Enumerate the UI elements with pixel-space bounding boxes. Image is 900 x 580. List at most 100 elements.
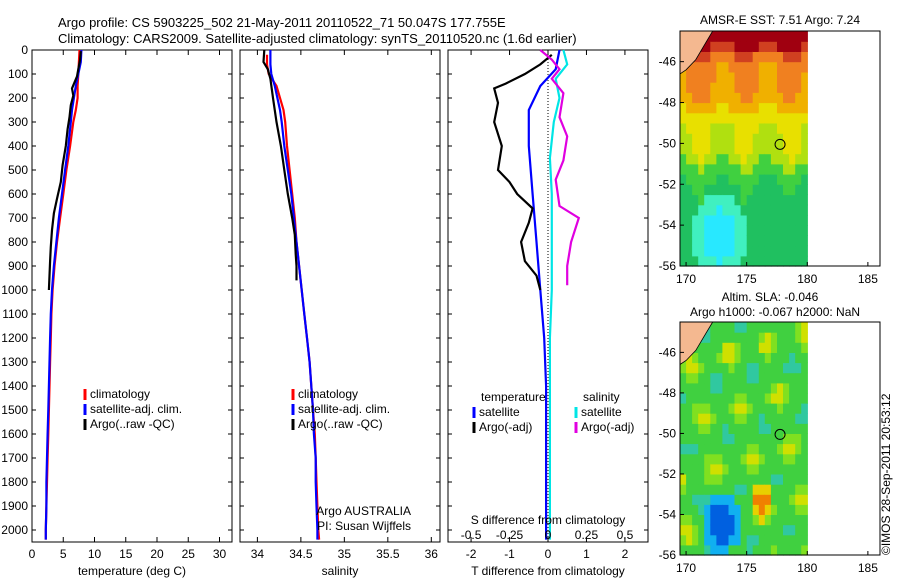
heat-cell	[758, 494, 766, 505]
heat-cell	[764, 423, 772, 434]
heat-cell	[783, 61, 790, 73]
heat-cell	[710, 342, 717, 353]
heat-cell	[758, 484, 766, 495]
heat-cell	[704, 534, 711, 546]
heat-cell	[680, 403, 687, 414]
heat-cell	[692, 204, 699, 216]
heat-cell	[722, 443, 730, 455]
heat-cell	[698, 494, 705, 505]
heat-cell	[746, 372, 754, 384]
y-tick-label: -52	[659, 467, 677, 481]
heat-cell	[770, 51, 778, 63]
heat-cell	[686, 174, 693, 185]
heat-cell	[710, 194, 717, 206]
heat-cell	[686, 245, 693, 257]
heat-cell	[728, 82, 736, 93]
heat-cell	[789, 184, 796, 196]
heat-cell	[777, 463, 784, 475]
heat-cell	[789, 534, 796, 546]
heat-cell	[680, 225, 687, 236]
heat-cell	[795, 443, 802, 455]
heat-cell	[770, 544, 778, 556]
heat-cell	[698, 413, 705, 424]
heat-cell	[692, 174, 699, 185]
heat-cell	[764, 524, 772, 536]
heat-cell	[795, 214, 802, 226]
heat-cell	[686, 71, 693, 83]
heat-cell	[783, 332, 790, 343]
heat-cell	[710, 484, 717, 495]
heat-cell	[686, 204, 693, 216]
heat-cell	[752, 245, 760, 257]
heat-cell	[698, 504, 705, 515]
heat-cell	[722, 133, 730, 144]
heat-cell	[740, 392, 748, 404]
heat-cell	[704, 133, 711, 144]
heat-cell	[789, 235, 796, 247]
heat-cell	[680, 184, 687, 196]
heat-cell	[728, 504, 736, 515]
heat-cell	[764, 474, 772, 485]
heat-cell	[716, 534, 724, 546]
heat-cell	[686, 504, 693, 515]
heat-cell	[758, 194, 766, 206]
heat-cell	[734, 453, 742, 465]
heat-cell	[764, 544, 772, 556]
heat-cell	[716, 41, 724, 52]
heat-cell	[698, 453, 705, 465]
heat-cell	[692, 92, 699, 104]
heat-cell	[704, 214, 711, 226]
heat-cell	[722, 433, 730, 445]
heat-cell	[746, 255, 754, 267]
heat-cell	[789, 504, 796, 515]
heat-cell	[801, 524, 808, 536]
heat-cell	[789, 403, 796, 414]
heat-cell	[801, 342, 808, 353]
heat-cell	[764, 225, 772, 236]
y-tick-label: 1100	[2, 307, 28, 321]
heat-cell	[777, 413, 784, 424]
heat-cell	[801, 71, 808, 83]
legend-entry: climatology	[298, 387, 358, 401]
secondary-x-tick-label: 0	[545, 528, 552, 542]
series-line	[47, 51, 82, 291]
heat-cell	[698, 463, 705, 475]
heat-cell	[795, 433, 802, 445]
heat-cell	[764, 413, 772, 424]
heat-cell	[680, 174, 687, 185]
heat-cell	[801, 484, 808, 495]
heat-cell	[686, 133, 693, 144]
heat-cell	[692, 463, 699, 475]
heat-cell	[801, 245, 808, 257]
heat-cell	[686, 433, 693, 445]
heat-cell	[716, 352, 724, 364]
heat-cell	[686, 82, 693, 93]
heat-cell	[734, 372, 742, 384]
heat-cell	[722, 403, 730, 414]
y-tick-label: 0	[21, 43, 28, 57]
x-axis-label: T difference from climatology	[471, 564, 625, 578]
heat-cell	[686, 143, 693, 155]
heat-cell	[746, 153, 754, 165]
heat-cell	[783, 423, 790, 434]
heat-cell	[722, 514, 730, 526]
heat-cell	[722, 194, 730, 206]
heat-cell	[722, 524, 730, 536]
heat-cell	[680, 504, 687, 515]
heat-cell	[698, 433, 705, 445]
heat-cell	[746, 71, 754, 83]
heat-cell	[722, 123, 730, 134]
series-line	[269, 50, 319, 540]
heat-cell	[783, 184, 790, 196]
heat-cell	[722, 484, 730, 495]
heat-cell	[716, 443, 724, 455]
heat-cell	[764, 332, 772, 343]
y-tick-label: -50	[659, 136, 677, 150]
heat-cell	[716, 433, 724, 445]
heat-cell	[692, 214, 699, 226]
heat-cell	[777, 322, 784, 333]
heat-cell	[746, 382, 754, 394]
heat-cell	[722, 544, 730, 556]
heat-cell	[764, 82, 772, 93]
heat-cell	[692, 61, 699, 73]
